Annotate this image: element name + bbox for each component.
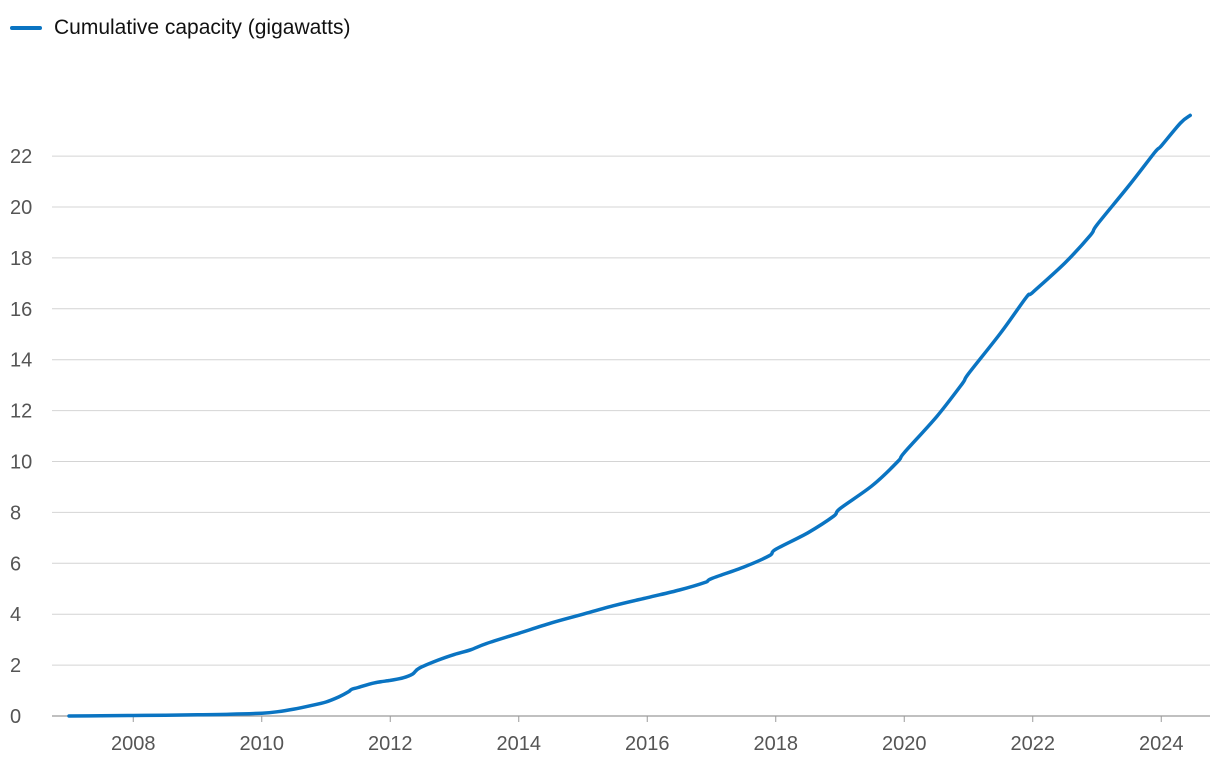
series-line-cumulative-capacity <box>67 113 1192 718</box>
data-point <box>99 714 103 718</box>
legend-label: Cumulative capacity (gigawatts) <box>54 16 351 39</box>
series-layer <box>67 113 1192 718</box>
data-point <box>767 554 771 558</box>
data-point <box>228 712 232 716</box>
data-point <box>324 700 328 704</box>
data-point <box>1159 144 1163 148</box>
y-axis-ticks: 0 2 4 6 8 10 12 14 16 18 20 22 <box>10 146 32 728</box>
data-point <box>401 676 405 680</box>
y-tick-label: 16 <box>10 299 32 321</box>
data-point <box>902 451 906 455</box>
data-point <box>1179 121 1183 125</box>
y-tick-label: 4 <box>10 604 21 626</box>
data-point <box>613 603 617 607</box>
x-tick-label: 2010 <box>240 733 285 755</box>
y-tick-label: 0 <box>10 706 21 728</box>
data-point <box>372 681 376 685</box>
data-point <box>581 612 585 616</box>
data-point <box>1031 290 1035 294</box>
data-point <box>276 710 280 714</box>
y-tick-label: 12 <box>10 401 32 423</box>
data-point <box>417 666 421 670</box>
data-point <box>292 707 296 711</box>
data-point <box>67 714 71 718</box>
data-point <box>337 695 341 699</box>
data-point <box>131 714 135 718</box>
data-point <box>347 690 351 694</box>
y-tick-label: 10 <box>10 452 32 474</box>
data-point <box>806 531 810 535</box>
x-tick-label: 2018 <box>754 733 799 755</box>
data-point <box>453 652 457 656</box>
x-tick-label: 2008 <box>111 733 156 755</box>
data-point <box>1188 113 1192 117</box>
data-point <box>196 713 200 717</box>
y-tick-label: 6 <box>10 553 21 575</box>
data-point <box>710 577 714 581</box>
data-point <box>703 580 707 584</box>
data-point <box>967 372 971 376</box>
chart-legend: Cumulative capacity (gigawatts) <box>10 16 350 40</box>
data-point <box>1089 233 1093 237</box>
x-tick-label: 2016 <box>625 733 670 755</box>
y-tick-label: 2 <box>10 655 21 677</box>
grid-lines <box>52 155 1210 717</box>
y-tick-label: 18 <box>10 248 32 270</box>
data-point <box>896 460 900 464</box>
data-point <box>485 642 489 646</box>
data-point <box>388 678 392 682</box>
data-point <box>436 658 440 662</box>
x-tick-label: 2014 <box>497 733 542 755</box>
x-tick-label: 2022 <box>1011 733 1056 755</box>
data-point <box>356 686 360 690</box>
data-point <box>934 415 938 419</box>
data-point <box>469 648 473 652</box>
data-point <box>163 713 167 717</box>
data-point <box>1095 223 1099 227</box>
data-point <box>1153 150 1157 154</box>
y-tick-label: 14 <box>10 350 32 372</box>
data-point <box>742 565 746 569</box>
data-point <box>350 687 354 691</box>
data-point <box>645 596 649 600</box>
data-point <box>308 704 312 708</box>
data-point <box>1024 295 1028 299</box>
data-point <box>517 631 521 635</box>
data-point <box>960 382 964 386</box>
x-tick-label: 2012 <box>368 733 413 755</box>
data-point <box>1127 183 1131 187</box>
data-point <box>838 507 842 511</box>
legend-swatch <box>10 26 42 30</box>
data-point <box>677 588 681 592</box>
data-point <box>999 331 1003 335</box>
y-tick-label: 22 <box>10 146 32 168</box>
y-tick-label: 8 <box>10 502 21 524</box>
data-point <box>774 547 778 551</box>
x-tick-label: 2024 <box>1139 733 1184 755</box>
data-point <box>1063 261 1067 265</box>
data-point <box>870 484 874 488</box>
data-point <box>832 514 836 518</box>
data-point <box>549 621 553 625</box>
x-axis-ticks: 2008 2010 2012 2014 2016 2018 2020 2022 2024 <box>111 716 1184 755</box>
data-point <box>411 672 415 676</box>
x-tick-label: 2020 <box>882 733 927 755</box>
y-tick-label: 20 <box>10 197 32 219</box>
data-point <box>260 711 264 715</box>
